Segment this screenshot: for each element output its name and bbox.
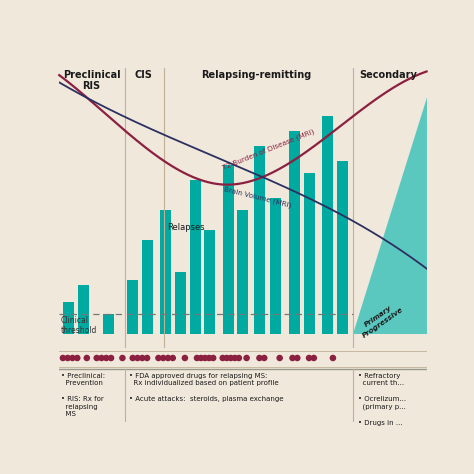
Bar <box>142 240 153 334</box>
Bar <box>160 210 171 334</box>
Bar <box>127 280 138 334</box>
Text: T2 Burden of Disease (MRI): T2 Burden of Disease (MRI) <box>222 128 316 172</box>
Circle shape <box>170 356 175 361</box>
Circle shape <box>210 356 216 361</box>
Circle shape <box>161 356 166 361</box>
Polygon shape <box>353 75 434 334</box>
Circle shape <box>257 356 262 361</box>
Circle shape <box>140 356 145 361</box>
Bar <box>271 198 282 334</box>
Text: Relapses: Relapses <box>168 223 205 232</box>
Circle shape <box>130 356 135 361</box>
Circle shape <box>182 356 187 361</box>
Text: • Refractory
  current th...

• Ocrelizum...
  (primary p...

• Drugs in ...: • Refractory current th... • Ocrelizum..… <box>357 373 406 426</box>
Bar <box>254 146 265 334</box>
Text: CIS: CIS <box>134 70 152 80</box>
Circle shape <box>290 356 295 361</box>
Circle shape <box>135 356 140 361</box>
Circle shape <box>104 356 109 361</box>
Circle shape <box>202 356 208 361</box>
Text: Brain Volume (MRI): Brain Volume (MRI) <box>223 186 292 209</box>
Circle shape <box>277 356 282 361</box>
Circle shape <box>224 356 229 361</box>
Circle shape <box>109 356 114 361</box>
Circle shape <box>60 356 65 361</box>
Circle shape <box>207 356 212 361</box>
Circle shape <box>94 356 99 361</box>
Circle shape <box>295 356 300 361</box>
Circle shape <box>311 356 317 361</box>
Text: • FDA approved drugs for relapsing MS:
  Rx individualized based on patient prof: • FDA approved drugs for relapsing MS: R… <box>129 373 283 402</box>
Bar <box>103 314 114 334</box>
Text: Primary
Progressive: Primary Progressive <box>357 301 404 339</box>
Bar <box>190 181 201 334</box>
Bar <box>322 116 333 334</box>
Text: Preclinical
RIS: Preclinical RIS <box>63 70 120 91</box>
Text: • Preclinical:
  Prevention

• RIS: Rx for
  relapsing
  MS: • Preclinical: Prevention • RIS: Rx for … <box>62 373 106 417</box>
Circle shape <box>194 356 200 361</box>
Circle shape <box>165 356 171 361</box>
Bar <box>175 272 186 334</box>
Bar <box>78 284 89 334</box>
Circle shape <box>228 356 233 361</box>
Circle shape <box>220 356 225 361</box>
Text: Clinical
threshold: Clinical threshold <box>61 316 98 336</box>
Bar <box>204 230 215 334</box>
Bar <box>303 173 315 334</box>
Circle shape <box>330 356 336 361</box>
Circle shape <box>307 356 311 361</box>
Bar <box>63 302 74 334</box>
Circle shape <box>237 356 241 361</box>
Circle shape <box>120 356 125 361</box>
Circle shape <box>145 356 150 361</box>
Text: Relapsing-remitting: Relapsing-remitting <box>201 70 311 80</box>
Circle shape <box>84 356 90 361</box>
Circle shape <box>156 356 161 361</box>
Circle shape <box>199 356 204 361</box>
Circle shape <box>65 356 70 361</box>
Bar <box>289 131 300 334</box>
Circle shape <box>99 356 104 361</box>
Circle shape <box>232 356 237 361</box>
Bar <box>337 161 347 334</box>
Circle shape <box>70 356 75 361</box>
Circle shape <box>262 356 267 361</box>
Text: Secondary: Secondary <box>359 70 417 80</box>
Circle shape <box>244 356 249 361</box>
Bar <box>223 165 234 334</box>
Circle shape <box>75 356 80 361</box>
Bar <box>237 210 248 334</box>
